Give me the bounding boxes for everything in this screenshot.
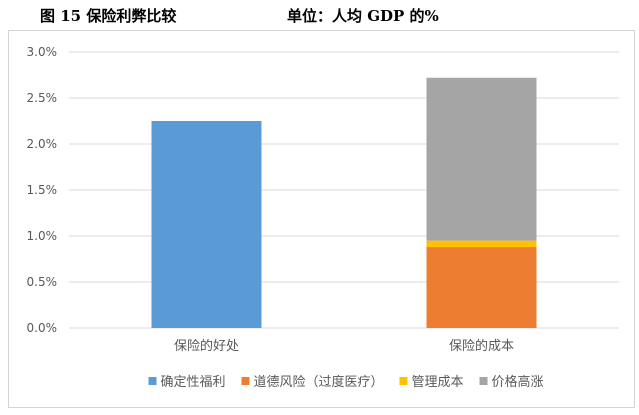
legend-swatch — [399, 377, 408, 385]
bar-segment — [151, 121, 262, 328]
x-tick-label: 保险的成本 — [449, 338, 514, 354]
y-tick-label: 1.5% — [27, 183, 58, 197]
legend-swatch — [148, 377, 157, 385]
legend-swatch — [241, 377, 250, 385]
bar-segment — [426, 240, 537, 248]
figure-title: 图 15 保险利弊比较 — [40, 7, 177, 25]
bar-segment — [426, 247, 537, 328]
unit-label: 单位：人均 GDP 的% — [287, 7, 439, 25]
x-tick-label: 保险的好处 — [174, 338, 239, 354]
figure-caption: 图 15 保险利弊比较 单位：人均 GDP 的% — [0, 0, 639, 26]
y-tick-label: 1.0% — [27, 229, 58, 243]
y-tick-label: 2.5% — [27, 91, 58, 105]
legend-label: 价格高涨 — [492, 374, 544, 390]
stacked-bar-chart: 0.0% 0.5% 1.0% 1.5% 2.0% 2.5% 3.0% 保险的好处 保险的成本确定… — [27, 45, 619, 390]
legend-label: 确定性福利 — [161, 375, 226, 390]
legend-label: 管理成本 — [412, 375, 464, 390]
y-tick-label: 0.0% — [27, 321, 58, 335]
bar-segment — [426, 77, 537, 241]
y-tick-label: 0.5% — [27, 275, 58, 289]
legend-label: 道德风险（过度医疗） — [254, 374, 384, 390]
y-tick-label: 3.0% — [27, 45, 58, 59]
y-tick-label: 2.0% — [27, 137, 58, 151]
legend-swatch — [479, 377, 488, 385]
chart-frame: 0.0% 0.5% 1.0% 1.5% 2.0% 2.5% 3.0% 保险的好处 保险的成本确定… — [8, 30, 635, 408]
